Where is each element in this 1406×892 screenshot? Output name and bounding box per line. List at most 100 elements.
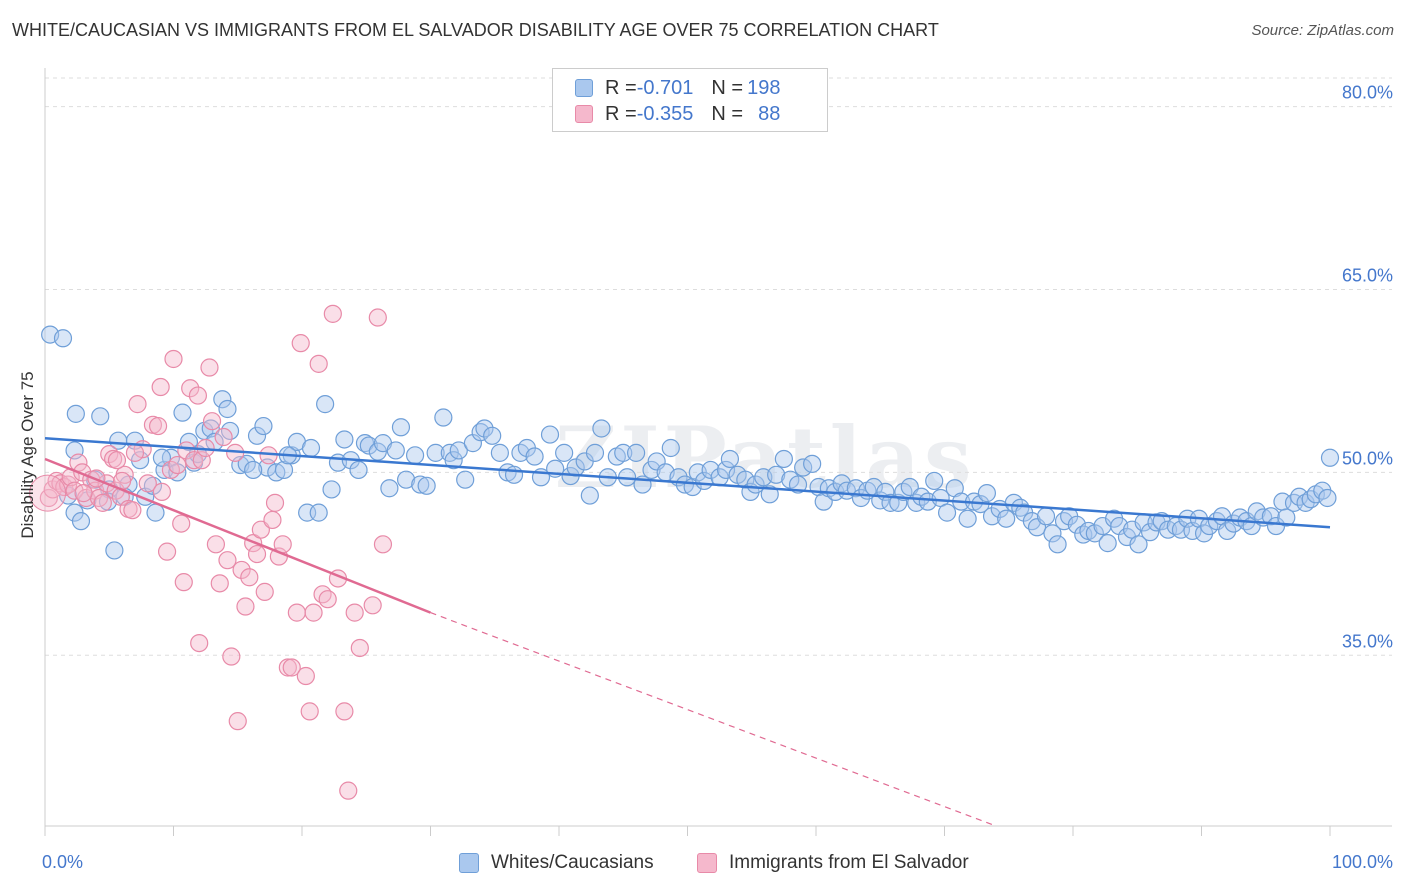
series-whites-points [41, 325, 1340, 560]
data-point-elsalvador [318, 590, 337, 609]
data-point-elsalvador [339, 781, 358, 800]
data-point-whites [1171, 520, 1191, 539]
data-point-whites [218, 399, 237, 419]
legend-box: R = -0.701 N = 198 R = -0.355 N = 88 [552, 68, 828, 132]
data-point-whites [244, 460, 263, 480]
data-point-whites [760, 485, 779, 504]
data-point-elsalvador [93, 493, 112, 512]
data-point-whites [1261, 507, 1280, 526]
data-point-elsalvador [323, 304, 342, 323]
data-point-elsalvador [123, 501, 142, 520]
data-point-elsalvador [172, 514, 191, 533]
data-point-whites [1048, 535, 1067, 554]
axes [44, 68, 1392, 836]
data-point-whites [391, 418, 411, 437]
legend-swatch-blue [575, 79, 593, 97]
data-point-elsalvador [202, 412, 222, 431]
data-point-whites [247, 426, 267, 445]
data-point-whites [900, 477, 919, 497]
chart-title: WHITE/CAUCASIAN VS IMMIGRANTS FROM EL SA… [12, 20, 939, 40]
data-point-elsalvador [138, 474, 157, 493]
data-point-whites [66, 404, 85, 423]
data-point-whites [1036, 507, 1056, 526]
data-point-whites [213, 390, 232, 409]
data-point-elsalvador [368, 308, 387, 327]
data-point-elsalvador [350, 638, 369, 658]
data-point-elsalvador [184, 451, 204, 470]
y-tick-label: 35.0% [1342, 631, 1393, 651]
legend-row-whites: R = -0.701 N = 198 [575, 75, 780, 101]
data-point-whites [982, 507, 1002, 526]
data-point-whites [274, 460, 294, 480]
data-point-elsalvador [151, 377, 170, 397]
bottom-legend-whites: Whites/Caucasians [459, 852, 654, 874]
data-point-elsalvador [255, 582, 274, 601]
trend-line-elsalvador [44, 457, 431, 614]
data-point-elsalvador [300, 702, 319, 721]
data-point-whites [716, 460, 736, 480]
data-point-whites [483, 426, 502, 445]
bottom-legend-swatch-pink [697, 853, 717, 873]
data-point-elsalvador [210, 574, 229, 593]
series-elsalvador-points [29, 304, 393, 800]
data-point-elsalvador [177, 441, 196, 460]
data-point-whites [626, 443, 646, 462]
data-point-whites [91, 407, 110, 426]
data-point-elsalvador [214, 427, 233, 447]
data-point-whites [788, 475, 808, 494]
data-point-whites [301, 438, 321, 458]
data-point-whites [475, 419, 494, 438]
data-point-whites [335, 430, 354, 449]
data-point-elsalvador [128, 395, 147, 414]
bottom-legend-swatch-blue [459, 853, 479, 873]
data-point-whites [456, 470, 475, 489]
y-tick-label: 65.0% [1342, 265, 1393, 285]
data-point-whites [417, 476, 436, 495]
data-point-whites [585, 443, 605, 462]
data-point-elsalvador [313, 585, 332, 604]
data-point-whites [1067, 515, 1086, 534]
data-point-elsalvador [240, 568, 259, 587]
data-point-whites [1085, 524, 1104, 543]
data-point-whites [53, 329, 73, 348]
data-point-whites [525, 447, 544, 466]
data-point-elsalvador [278, 658, 297, 677]
data-point-whites [540, 425, 560, 444]
data-point-elsalvador [74, 484, 93, 503]
data-point-elsalvador [181, 379, 200, 398]
data-point-elsalvador [188, 386, 208, 405]
data-point-elsalvador [107, 451, 127, 470]
trend-line-whites [44, 436, 1331, 529]
data-point-whites [997, 509, 1016, 528]
data-point-elsalvador [247, 544, 267, 564]
data-point-elsalvador [309, 354, 328, 373]
data-point-whites [359, 436, 378, 455]
data-point-elsalvador [287, 603, 306, 622]
data-point-whites [958, 509, 977, 528]
data-point-elsalvador [345, 603, 364, 622]
legend-swatch-pink [575, 105, 593, 123]
data-point-elsalvador [168, 455, 187, 475]
data-point-elsalvador [152, 482, 172, 501]
data-point-whites [254, 416, 273, 436]
y-axis-label: Disability Age Over 75 [18, 371, 37, 539]
tick-labels: 35.0% 50.0% 65.0% 80.0% 0.0% 100.0% [42, 83, 1393, 872]
bottom-legend-label-whites: Whites/Caucasians [491, 852, 654, 873]
data-point-whites [937, 503, 957, 522]
data-point-whites [349, 460, 368, 480]
data-point-whites [767, 465, 786, 484]
data-point-whites [504, 465, 524, 484]
data-point-whites [977, 484, 997, 503]
data-point-whites [555, 443, 574, 462]
data-point-elsalvador [206, 535, 226, 554]
x-tick-label: 100.0% [1332, 852, 1393, 872]
data-point-whites [426, 443, 445, 462]
legend-row-elsalvador: R = -0.355 N = 88 [575, 101, 780, 127]
data-point-elsalvador-cluster [29, 474, 67, 512]
data-point-whites [490, 443, 509, 462]
data-point-elsalvador [200, 358, 219, 377]
data-point-elsalvador [174, 573, 193, 592]
data-point-elsalvador [218, 551, 237, 570]
data-point-elsalvador [164, 349, 183, 369]
